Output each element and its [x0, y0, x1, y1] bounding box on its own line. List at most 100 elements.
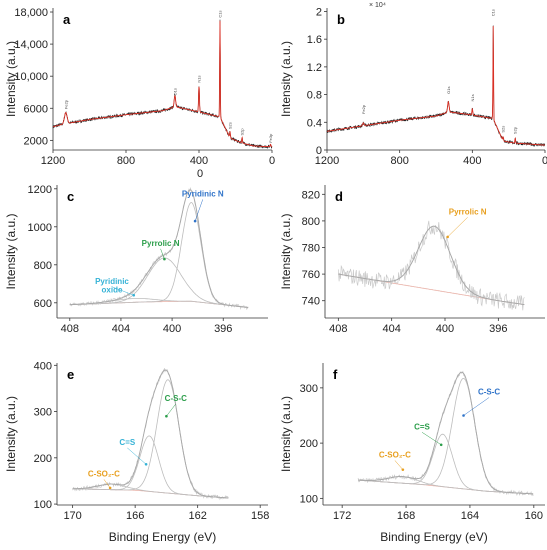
spectrum-envelope-line [72, 369, 229, 499]
x-tick-label: 172 [333, 510, 351, 522]
peak-annotation: oxide [102, 285, 123, 294]
spectrum-data-line [69, 187, 249, 311]
annotation-leader [111, 286, 134, 296]
x-tick-label: 400 [190, 155, 208, 167]
panel-label: f [333, 367, 338, 382]
y-tick-label: 300 [34, 407, 52, 419]
peak-label: Fe2p [361, 104, 366, 114]
panel-label: a [63, 12, 71, 27]
y-axis-label: Intensity (a.u.) [4, 41, 18, 117]
y-tick-label: 2000 [24, 135, 48, 147]
peak-label: O1s [172, 88, 177, 95]
spectrum-envelope-line [338, 225, 525, 306]
y-tick-label: 200 [300, 438, 318, 450]
y-tick-label: 800 [302, 216, 320, 228]
spectrum-envelope-line [358, 371, 534, 495]
y-tick-label: 1.2 [307, 62, 322, 74]
panel-label: e [67, 367, 74, 382]
y-tick-label: 740 [302, 296, 320, 308]
y-tick-label: 400 [34, 360, 52, 372]
y-tick-label: 0.4 [307, 117, 322, 129]
y-tick-label: 820 [302, 189, 320, 201]
y-tick-label: 10,000 [14, 71, 48, 83]
annotation-marker [165, 414, 168, 418]
y-tick-label: 760 [302, 269, 320, 281]
annotation-leader [421, 432, 442, 445]
x-tick-label: 168 [397, 510, 415, 522]
panel-d: 408 404 400 396 820 800 780 760 740 Intensity (a.… [279, 185, 545, 335]
x-tick-label: 408 [61, 323, 79, 335]
y-tick-label: 1000 [28, 222, 52, 234]
annotation-marker [132, 293, 136, 297]
peak-annotation: Pyrrolic N [142, 239, 180, 248]
annotation-marker [462, 414, 465, 417]
annotation-marker [446, 235, 449, 239]
peak-label: S2s [228, 122, 233, 129]
x-tick-label: 400 [436, 323, 454, 335]
peak-annotation: Pyridinic [95, 277, 129, 286]
panel-label: d [335, 189, 343, 204]
x-tick-label: 166 [126, 510, 144, 522]
x-tick-label: 404 [112, 323, 130, 335]
y-axis-label: Intensity (a.u.) [279, 396, 293, 472]
fit-component [69, 202, 249, 308]
x-tick-label: 800 [390, 155, 408, 167]
annotation-marker [108, 486, 112, 490]
y-axis-label: Intensity (a.u.) [4, 396, 18, 472]
survey-data-line [326, 25, 545, 148]
x-tick-label: 396 [489, 323, 507, 335]
peak-annotation: C-S-C [165, 394, 187, 403]
y-axis-label: Intensity (a.u.) [279, 41, 293, 117]
peak-label: C1s [491, 9, 496, 16]
panel-f: 172 168 164 160 300 200 100 Intensity (a.u.) Bin… [279, 363, 545, 544]
panel-label: c [67, 189, 74, 204]
y-tick-label: 300 [300, 383, 318, 395]
peak-label: Fe2p [63, 99, 68, 109]
peak-label: O1s [446, 87, 451, 94]
annotation-leader [463, 397, 490, 416]
y-tick-label: 2 [316, 6, 322, 18]
peak-label: C1s [217, 11, 222, 18]
x-tick-label: 1200 [41, 155, 65, 167]
y-tick-label: 14,000 [14, 39, 48, 51]
peak-label: S2s [501, 126, 506, 133]
fit-component [72, 435, 229, 499]
y-tick-label: 780 [302, 243, 320, 255]
annotation-marker [193, 219, 197, 223]
peak-annotation: C-SO₂-C [88, 469, 120, 478]
y-tick-label: 200 [34, 453, 52, 465]
x-tick-label: 170 [63, 510, 81, 522]
survey-fit-line [327, 26, 546, 146]
panel-e: 170 166 162 158 400 300 200 100 Intensity (a.u.)… [4, 360, 269, 544]
peak-label: N1s [470, 94, 475, 101]
panel-a: 1200 800 400 018,00014,00010,00060002000Int… [4, 7, 275, 180]
x-tick-label: 0 [269, 155, 275, 167]
annotation-leader [103, 479, 111, 489]
x-tick-label: 160 [525, 510, 543, 522]
fit-component [358, 433, 534, 495]
extra-tick-label: 0 [197, 168, 203, 180]
x-axis-label: Binding Energy (eV) [109, 530, 216, 544]
spectrum-data-line [337, 220, 525, 311]
peak-label: N1s [197, 75, 202, 82]
annotation-leader [160, 248, 165, 260]
x-tick-label: 800 [117, 155, 135, 167]
x-tick-label: 400 [163, 323, 181, 335]
peak-label: S2p [240, 128, 245, 136]
fit-component [338, 225, 525, 305]
x-axis-label: Binding Energy (eV) [380, 530, 487, 544]
peak-annotation: C=S [119, 438, 135, 447]
annotation-marker [144, 462, 148, 466]
y-tick-label: 100 [34, 499, 52, 511]
annotation-marker [163, 257, 166, 261]
spectrum-envelope-line [69, 189, 249, 308]
annotation-leader [127, 447, 147, 465]
y-axis-label: Intensity (a.u.) [4, 213, 18, 289]
survey-fit-line [53, 20, 273, 148]
y-tick-label: 18,000 [14, 7, 48, 19]
y-tick-label: 800 [34, 260, 52, 272]
panel-label: b [337, 12, 345, 27]
peak-annotation: Pyridinic N [182, 189, 224, 198]
x-tick-label: 396 [214, 323, 232, 335]
